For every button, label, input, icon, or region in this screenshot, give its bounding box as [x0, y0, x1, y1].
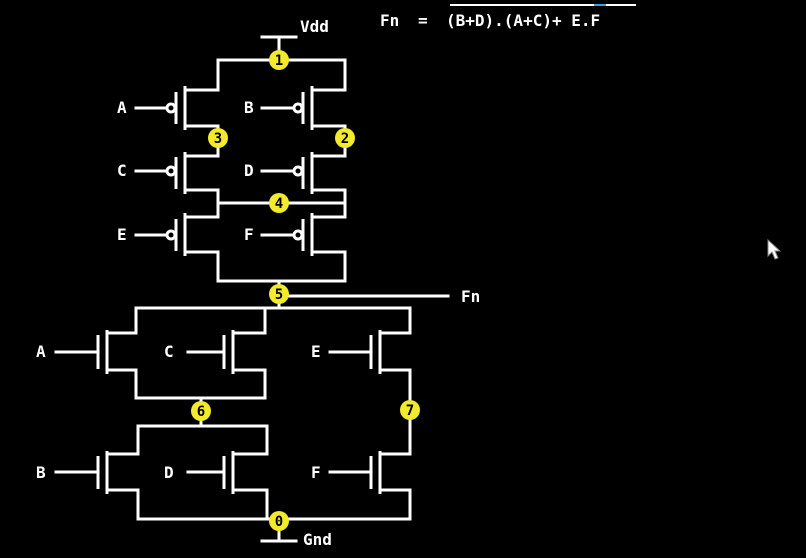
svg-text:3: 3	[214, 131, 222, 147]
svg-text:5: 5	[275, 287, 283, 303]
nmos-transistor-e: E	[311, 330, 382, 374]
pmos-transistor-c: C	[117, 152, 187, 194]
mouse-pointer-icon	[767, 238, 782, 260]
svg-text:0: 0	[275, 514, 283, 530]
svg-text:7: 7	[406, 403, 414, 419]
svg-text:2: 2	[341, 131, 349, 147]
node-marker-4: 4	[269, 193, 289, 213]
nmos-gate-label: D	[164, 463, 174, 482]
nmos-transistor-c: C	[164, 330, 235, 374]
node-markers: 0 1 2 3 4 5 6 7	[191, 50, 420, 531]
nmos-network-wires	[105, 294, 412, 521]
pmos-transistor-e: E	[117, 213, 187, 256]
node-marker-2: 2	[335, 128, 355, 148]
pmos-transistor-d: D	[244, 152, 314, 194]
svg-text:4: 4	[275, 196, 283, 212]
node-marker-1: 1	[269, 50, 289, 70]
pmos-gate-label: B	[244, 98, 254, 117]
node-marker-7: 7	[400, 400, 420, 420]
nmos-gate-label: B	[36, 463, 46, 482]
pmos-transistor-b: B	[244, 86, 314, 130]
output-label: Fn	[461, 287, 480, 306]
nmos-gate-label: E	[311, 342, 321, 361]
node-marker-6: 6	[191, 401, 211, 421]
pmos-gate-label: C	[117, 161, 127, 180]
pmos-gate-label: A	[117, 98, 127, 117]
nmos-gate-label: A	[36, 342, 46, 361]
equation-lhs: Fn	[380, 11, 399, 30]
equation-rhs: (B+D).(A+C)+ E.F	[446, 11, 600, 30]
gnd-label: Gnd	[303, 530, 332, 549]
svg-text:6: 6	[197, 404, 205, 420]
pmos-gate-label: F	[244, 225, 254, 244]
node-marker-5: 5	[269, 284, 289, 304]
equation-equals: =	[418, 11, 428, 30]
nmos-transistor-b: B	[36, 451, 109, 494]
pmos-transistor-a: A	[117, 86, 187, 130]
node-marker-3: 3	[208, 128, 228, 148]
function-equation: Fn = (B+D).(A+C)+ E.F	[380, 4, 636, 30]
output-line: Fn	[277, 287, 480, 306]
pmos-transistor-f: F	[244, 213, 314, 256]
nmos-gate-label: C	[164, 342, 174, 361]
pmos-network-wires	[183, 58, 347, 298]
vdd-label: Vdd	[300, 17, 329, 36]
svg-text:1: 1	[275, 53, 283, 69]
pmos-gate-label: E	[117, 225, 127, 244]
node-marker-0: 0	[269, 511, 289, 531]
nmos-transistor-a: A	[36, 330, 109, 374]
nmos-transistor-d: D	[164, 451, 235, 494]
nmos-gate-label: F	[311, 463, 321, 482]
pmos-gate-label: D	[244, 161, 254, 180]
nmos-transistor-f: F	[311, 451, 382, 494]
